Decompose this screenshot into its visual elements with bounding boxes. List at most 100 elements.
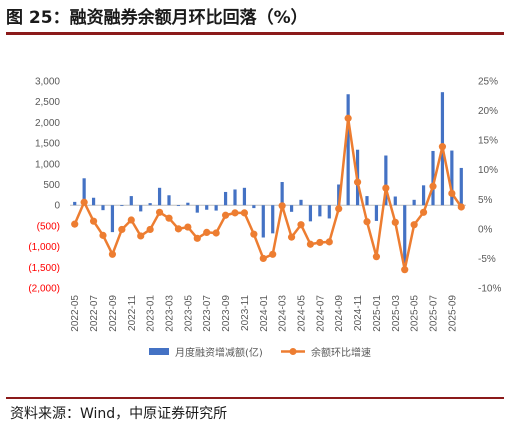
legend-line-marker (289, 348, 297, 355)
line-point-2025-10 (457, 203, 465, 211)
left-tick-label: 2,000 (35, 118, 60, 129)
legend-bar-label: 月度融资增减额(亿) (175, 346, 263, 359)
line-point-2023-07 (203, 228, 211, 237)
bar-2024-06 (308, 205, 313, 222)
bar-2024-12 (365, 196, 369, 206)
left-tick-label: 500 (43, 180, 60, 191)
right-tick-label: -10% (478, 284, 501, 295)
bar-2022-06 (82, 178, 86, 206)
line-point-2024-01 (259, 254, 267, 263)
legend: 月度融资增减额(亿) 余额环比增速 (149, 346, 371, 359)
line-point-2024-08 (325, 238, 333, 246)
bar-2024-07 (318, 205, 322, 217)
right-tick-label: 15% (478, 136, 498, 147)
line-point-2024-12 (363, 218, 371, 226)
right-tick-label: 25% (478, 77, 498, 88)
bar-2025-10 (459, 167, 463, 206)
bar-2025-03 (393, 196, 397, 206)
source-rule (6, 397, 504, 399)
left-tick-label: 1,500 (35, 139, 60, 150)
line-point-2024-03 (278, 202, 286, 210)
legend-bar-swatch (149, 348, 169, 355)
line-point-2023-02 (155, 208, 164, 216)
right-tick-label: -5% (478, 254, 496, 265)
bar-2025-04 (403, 205, 407, 264)
legend-line-label: 余额环比增速 (311, 346, 371, 359)
x-tick-label: 2024-11 (353, 295, 364, 331)
x-tick-label: 2025-05 (410, 295, 421, 332)
bar-2023-08 (214, 205, 218, 211)
bar-2024-10 (346, 94, 350, 206)
bar-2022-10 (120, 205, 124, 207)
bar-2022-07 (91, 197, 96, 206)
line-point-2022-07 (89, 217, 98, 225)
bar-2022-11 (129, 196, 133, 206)
line-point-2022-10 (118, 225, 126, 234)
bar-2022-05 (73, 201, 77, 206)
x-tick-label: 2022-05 (70, 295, 81, 332)
bar-2025-06 (421, 185, 426, 206)
bar-2022-12 (139, 205, 143, 212)
line-point-2024-02 (269, 250, 277, 258)
x-tick-label: 2024-05 (297, 295, 308, 332)
left-tick-label: 1,000 (35, 159, 60, 170)
right-tick-label: 10% (478, 165, 498, 176)
x-tick-label: 2023-03 (165, 295, 176, 332)
line-point-2025-08 (438, 143, 447, 151)
line-point-2025-06 (419, 208, 428, 216)
line-series (71, 114, 465, 274)
bar-2025-05 (412, 199, 416, 206)
bar-2024-08 (327, 205, 331, 219)
source-note: 资料来源：Wind，中原证券研究所 (10, 406, 228, 422)
bar-2025-02 (384, 155, 388, 206)
bar-2025-01 (374, 205, 379, 221)
bar-2023-10 (233, 189, 237, 206)
line-point-2025-07 (429, 182, 437, 190)
line-point-2023-01 (146, 225, 154, 234)
right-tick-label: 20% (478, 106, 498, 117)
line-point-2024-06 (306, 240, 315, 248)
line-point-2022-11 (127, 216, 135, 224)
line-point-2025-04 (401, 266, 409, 274)
figure-title: 图 25：融资融券余额月环比回落（%） (6, 8, 308, 28)
x-tick-label: 2024-01 (259, 295, 270, 332)
line-point-2024-05 (297, 221, 305, 229)
bar-2023-01 (148, 203, 152, 206)
left-axis: 3,000 2,500 2,000 1,500 1,000 500 0 (500) (1,000… (28, 77, 60, 295)
bar-2022-08 (101, 205, 105, 211)
left-tick-label: 2,500 (35, 97, 60, 108)
line-point-2024-07 (316, 238, 324, 247)
bar-2023-02 (157, 187, 162, 206)
bar-2024-03 (280, 182, 284, 206)
line-point-2023-06 (193, 234, 201, 242)
line-point-2022-12 (137, 232, 145, 240)
bar-2024-09 (337, 184, 341, 206)
line-point-2025-02 (382, 184, 390, 192)
line-point-2023-05 (184, 223, 192, 231)
left-tick-label: 0 (54, 201, 60, 212)
line-point-2022-05 (71, 220, 79, 228)
x-tick-label: 2023-01 (146, 295, 157, 332)
left-tick-label: (1,500) (28, 263, 60, 274)
bar-2023-05 (186, 202, 190, 206)
x-tick-label: 2023-09 (221, 295, 232, 332)
bar-2023-04 (176, 205, 181, 207)
line-point-2022-09 (108, 250, 117, 258)
right-tick-label: 0% (478, 224, 493, 235)
x-tick-label: 2025-01 (372, 295, 383, 332)
line-point-2025-05 (410, 221, 418, 229)
x-tick-label: 2024-09 (334, 295, 345, 332)
bar-2022-09 (110, 205, 115, 233)
x-tick-label: 2023-05 (183, 295, 194, 332)
left-tick-label: 3,000 (35, 77, 60, 88)
x-tick-label: 2025-07 (429, 295, 440, 332)
x-tick-label: 2022-11 (127, 295, 138, 331)
line-point-2025-09 (448, 189, 456, 197)
bar-2023-12 (252, 205, 256, 209)
bar-2024-04 (289, 205, 294, 212)
bar-2023-11 (242, 187, 247, 206)
line-point-2022-08 (99, 231, 107, 239)
bar-2025-09 (450, 150, 454, 206)
line-point-2024-11 (353, 178, 362, 186)
x-tick-label: 2024-03 (278, 295, 289, 332)
